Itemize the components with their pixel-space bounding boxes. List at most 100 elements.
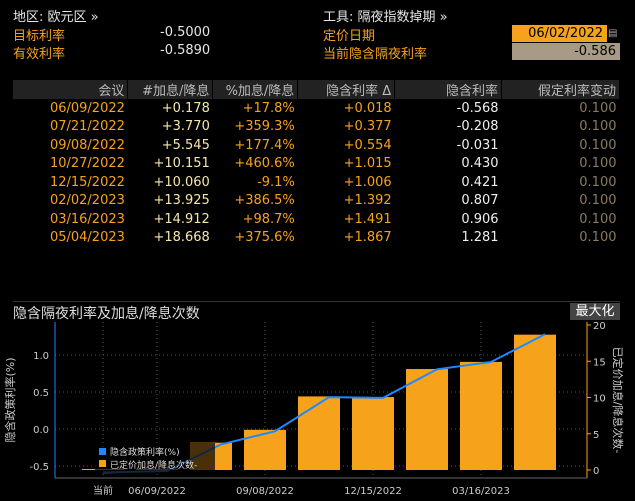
left-axis-title: 隐含政策利率(%) (3, 357, 17, 442)
plot-area (55, 322, 587, 478)
table-cell: +1.867 (343, 230, 392, 246)
bar (514, 334, 556, 470)
left-tick-label: 1.0 (33, 351, 49, 362)
bar (82, 469, 124, 470)
current-implied-value: -0.586 (512, 43, 620, 60)
table-cell: +177.4% (234, 137, 295, 153)
bar (244, 429, 286, 470)
table-cell: 05/04/2023 (49, 230, 125, 246)
table-cell: 0.906 (461, 211, 499, 227)
column-header[interactable]: 隐含利率 Δ (297, 80, 396, 99)
table-cell: +14.912 (153, 211, 210, 227)
effective-rate-label: 有效利率 (13, 47, 66, 62)
left-tick-label: -0.5 (29, 462, 49, 473)
pricing-date-input[interactable]: 06/02/2022 (512, 25, 607, 42)
chart-title: 隐含隔夜利率及加息/降息次数 (13, 306, 200, 322)
right-tick-label: 0 (593, 466, 599, 477)
bar (136, 468, 178, 470)
table-cell: +1.006 (343, 174, 392, 190)
meetings-table: 会议 #加息/降息 %加息/降息 隐含利率 Δ 隐含利率 假定利率变动 06/09/202… (13, 80, 620, 247)
table-cell: 0.100 (579, 156, 617, 172)
column-header[interactable]: 假定利率变动 (501, 80, 620, 99)
legend-swatch-line (99, 448, 106, 455)
right-tick-label: 15 (593, 357, 606, 368)
table-cell: 02/02/2023 (49, 193, 125, 209)
table-row[interactable]: 02/02/2023 +13.925 +386.5% +1.392 0.807 0.100 (13, 192, 620, 211)
maximize-button[interactable]: 最大化 (570, 303, 620, 320)
pricing-date-label: 定价日期 (323, 29, 376, 44)
table-cell: 0.807 (461, 193, 499, 209)
effective-rate-value: -0.5890 (160, 43, 211, 58)
table-cell: 0.100 (579, 193, 617, 209)
right-tick-label: 20 (593, 321, 606, 332)
table-cell: -0.031 (456, 137, 499, 153)
table-cell: +460.6% (234, 156, 295, 172)
legend-swatch-bar (99, 460, 106, 467)
table-cell: +0.554 (343, 137, 392, 153)
table-row[interactable]: 12/15/2022 +10.060 -9.1% +1.006 0.421 0.100 (13, 173, 620, 192)
calendar-icon[interactable]: ▤ (608, 28, 618, 39)
table-row[interactable]: 07/21/2022 +3.770 +359.3% +0.377 -0.208 0.100 (13, 118, 620, 137)
table-cell: +17.8% (242, 100, 295, 116)
column-header[interactable]: #加息/降息 (127, 80, 214, 99)
instrument-selector[interactable]: 工具: 隔夜指数掉期 » (323, 10, 448, 25)
table-cell: 0.100 (579, 119, 617, 135)
bar (190, 442, 232, 470)
region-selector[interactable]: 地区: 欧元区 » (13, 10, 99, 25)
table-cell: 0.100 (579, 137, 617, 153)
column-header[interactable]: 隐含利率 (394, 80, 503, 99)
table-cell: 1.281 (461, 230, 499, 246)
bar (352, 397, 394, 470)
x-tick-label: 06/09/2022 (128, 486, 186, 497)
bar (460, 361, 502, 470)
left-tick-label: 0.5 (33, 388, 49, 399)
table-cell: 0.100 (579, 100, 617, 116)
x-tick-label: 12/15/2022 (344, 486, 402, 497)
table-row[interactable]: 10/27/2022 +10.151 +460.6% +1.015 0.430 0.100 (13, 155, 620, 174)
target-rate-label: 目标利率 (13, 29, 66, 44)
table-cell: +10.060 (153, 174, 210, 190)
table-cell: +1.491 (343, 211, 392, 227)
x-tick-label: 09/08/2022 (236, 486, 294, 497)
right-tick-label: 5 (593, 430, 599, 441)
table-header: 会议 #加息/降息 %加息/降息 隐含利率 Δ 隐含利率 假定利率变动 (13, 80, 620, 99)
table-cell: +13.925 (153, 193, 210, 209)
table-cell: -0.208 (456, 119, 499, 135)
table-cell: +18.668 (153, 230, 210, 246)
table-cell: 03/16/2023 (49, 211, 125, 227)
target-rate-value: -0.5000 (160, 25, 211, 40)
table-row[interactable]: 09/08/2022 +5.545 +177.4% +0.554 -0.031 0.100 (13, 136, 620, 155)
table-cell: +0.377 (343, 119, 392, 135)
table-cell: +359.3% (234, 119, 295, 135)
left-tick-label: 0.0 (33, 425, 49, 436)
column-header[interactable]: 会议 (13, 80, 129, 99)
legend-label-line: 隐含政策利率(%) (110, 446, 180, 458)
table-cell: +3.770 (161, 119, 210, 135)
bar (406, 369, 448, 470)
table-cell: +375.6% (234, 230, 295, 246)
table-row[interactable]: 06/09/2022 +0.178 +17.8% +0.018 -0.568 0.100 (13, 99, 620, 118)
x-tick-label: 当前 (93, 484, 113, 497)
table-row[interactable]: 05/04/2023 +18.668 +375.6% +1.867 1.281 0.100 (13, 229, 620, 248)
current-implied-label: 当前隐含隔夜利率 (323, 47, 428, 62)
table-cell: 06/09/2022 (49, 100, 125, 116)
table-cell: +386.5% (234, 193, 295, 209)
table-cell: +0.178 (161, 100, 210, 116)
x-tick-label: 03/16/2023 (452, 486, 510, 497)
table-cell: +10.151 (153, 156, 210, 172)
legend-label-bar: 已定价加息/降息次数- (110, 459, 197, 471)
table-cell: +1.392 (343, 193, 392, 209)
table-cell: 12/15/2022 (49, 174, 125, 190)
table-cell: +1.015 (343, 156, 392, 172)
table-row[interactable]: 03/16/2023 +14.912 +98.7% +1.491 0.906 0.100 (13, 210, 620, 229)
right-axis-title: 已定价加息/降息次数- (611, 347, 625, 454)
table-cell: -9.1% (257, 174, 295, 190)
bar (298, 396, 340, 470)
legend-box (95, 443, 215, 473)
column-header[interactable]: %加息/降息 (212, 80, 299, 99)
table-cell: 0.421 (461, 174, 499, 190)
meetings-table-panel (13, 80, 620, 302)
right-tick-label: 10 (593, 394, 606, 405)
table-cell: 0.100 (579, 230, 617, 246)
table-cell: 0.430 (461, 156, 499, 172)
